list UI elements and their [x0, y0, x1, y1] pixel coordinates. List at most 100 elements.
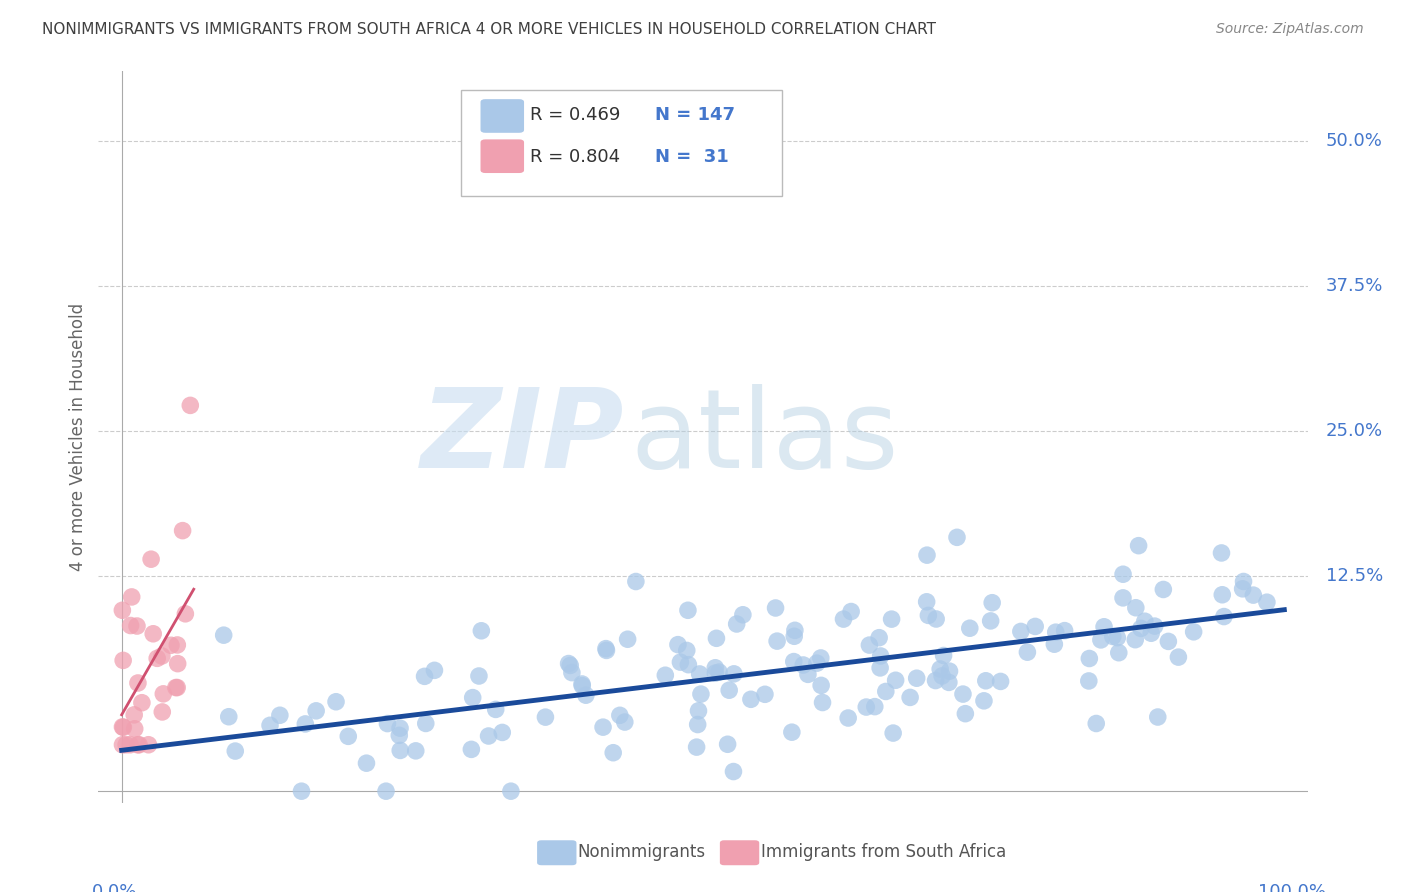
- Point: [718, 683, 741, 698]
- Point: [1017, 645, 1039, 659]
- Point: [561, 665, 583, 680]
- Point: [1108, 646, 1130, 660]
- Point: [405, 744, 427, 758]
- Point: [592, 720, 614, 734]
- Text: Nonimmigrants: Nonimmigrants: [578, 843, 706, 861]
- Point: [754, 687, 776, 701]
- Point: [1123, 632, 1146, 647]
- Point: [388, 728, 411, 742]
- Point: [166, 657, 188, 671]
- Point: [882, 726, 904, 740]
- Point: [477, 729, 499, 743]
- Point: [924, 673, 946, 688]
- Point: [1043, 637, 1066, 651]
- Point: [1107, 631, 1129, 645]
- Point: [423, 664, 446, 678]
- Point: [1211, 546, 1233, 560]
- Point: [766, 634, 789, 648]
- Point: [783, 629, 806, 643]
- Point: [377, 716, 399, 731]
- Point: [678, 657, 700, 672]
- Point: [1092, 620, 1115, 634]
- Point: [1213, 609, 1236, 624]
- FancyBboxPatch shape: [461, 90, 782, 195]
- Point: [602, 746, 624, 760]
- Point: [160, 638, 183, 652]
- Point: [1232, 574, 1254, 589]
- Point: [165, 681, 187, 695]
- Point: [557, 657, 579, 671]
- Y-axis label: 4 or more Vehicles in Household: 4 or more Vehicles in Household: [69, 303, 87, 571]
- Point: [688, 704, 710, 718]
- Point: [624, 574, 647, 589]
- Point: [685, 740, 707, 755]
- Point: [1085, 716, 1108, 731]
- Point: [1078, 651, 1101, 665]
- Point: [783, 655, 806, 669]
- Point: [1101, 630, 1123, 644]
- Text: Immigrants from South Africa: Immigrants from South Africa: [761, 843, 1005, 861]
- Point: [780, 725, 803, 739]
- Text: 0.0%: 0.0%: [93, 883, 138, 892]
- Point: [1182, 624, 1205, 639]
- Point: [704, 666, 727, 681]
- Point: [595, 643, 617, 657]
- Text: 37.5%: 37.5%: [1326, 277, 1384, 295]
- Point: [269, 708, 291, 723]
- Point: [915, 595, 938, 609]
- Point: [980, 614, 1002, 628]
- Point: [931, 669, 953, 683]
- Point: [120, 618, 142, 632]
- Point: [810, 651, 832, 665]
- Point: [1133, 614, 1156, 628]
- Text: 12.5%: 12.5%: [1326, 567, 1384, 585]
- Point: [1140, 626, 1163, 640]
- Point: [179, 398, 201, 412]
- Point: [959, 621, 981, 635]
- Point: [686, 717, 709, 731]
- Point: [955, 706, 977, 721]
- Point: [1112, 591, 1135, 605]
- Point: [1112, 567, 1135, 582]
- Point: [832, 612, 855, 626]
- Point: [676, 603, 699, 617]
- Point: [111, 738, 134, 752]
- Point: [974, 673, 997, 688]
- Point: [1129, 621, 1152, 635]
- Point: [616, 632, 638, 647]
- Point: [765, 601, 787, 615]
- Point: [855, 700, 877, 714]
- Point: [675, 643, 697, 657]
- Text: Source: ZipAtlas.com: Source: ZipAtlas.com: [1216, 22, 1364, 37]
- Text: N =  31: N = 31: [655, 148, 728, 166]
- Point: [461, 690, 484, 705]
- Point: [654, 668, 676, 682]
- Point: [139, 552, 162, 566]
- Point: [869, 661, 891, 675]
- Point: [142, 627, 165, 641]
- Point: [356, 756, 378, 771]
- Point: [111, 603, 134, 617]
- Point: [1128, 539, 1150, 553]
- Point: [869, 648, 891, 663]
- Point: [122, 707, 145, 722]
- Point: [415, 716, 437, 731]
- Point: [990, 674, 1012, 689]
- Point: [731, 607, 754, 622]
- Point: [460, 742, 482, 756]
- Point: [120, 738, 142, 752]
- Point: [938, 664, 960, 678]
- Point: [925, 612, 948, 626]
- Point: [595, 641, 617, 656]
- Point: [666, 638, 689, 652]
- Point: [690, 687, 713, 701]
- Point: [112, 653, 135, 667]
- Point: [863, 699, 886, 714]
- Point: [166, 638, 188, 652]
- Point: [723, 764, 745, 779]
- Point: [706, 632, 728, 646]
- Point: [1256, 595, 1278, 609]
- Point: [127, 676, 149, 690]
- Point: [491, 725, 513, 739]
- Point: [932, 648, 955, 663]
